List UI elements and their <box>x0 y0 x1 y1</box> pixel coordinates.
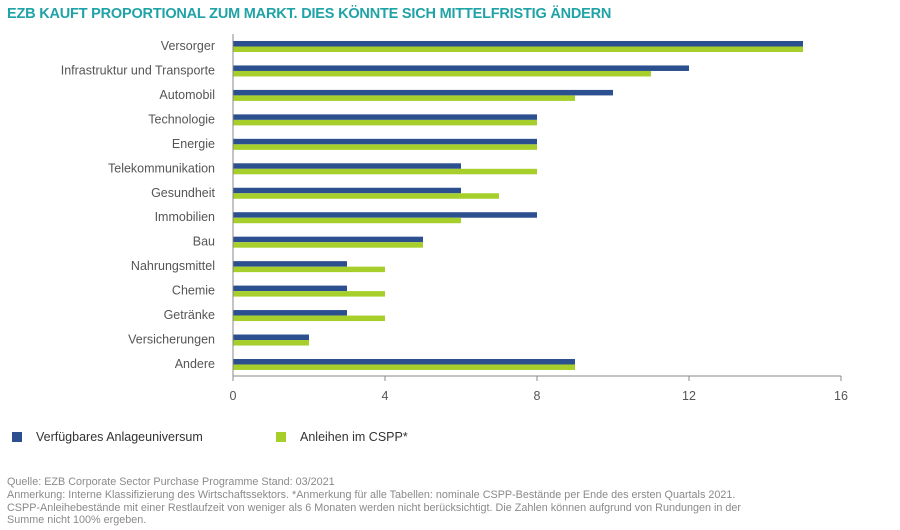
category-label: Nahrungsmittel <box>131 259 215 273</box>
bar-universe <box>233 212 537 218</box>
x-tick-label: 16 <box>834 389 848 403</box>
legend-swatch-green <box>276 432 286 442</box>
category-label: Gesundheit <box>151 186 215 200</box>
chart-title: EZB KAUFT PROPORTIONAL ZUM MARKT. DIES K… <box>7 6 612 22</box>
bar-universe <box>233 89 613 96</box>
legend-label: Anleihen im CSPP* <box>300 430 408 444</box>
bar-cspp <box>233 70 651 77</box>
bar-cspp <box>233 266 385 273</box>
category-label: Telekommunikation <box>108 161 215 175</box>
remark-note: Summe nicht 100% ergeben. <box>7 514 147 527</box>
bar-universe <box>233 358 575 365</box>
category-label: Getränke <box>164 308 215 322</box>
bar-cspp <box>233 364 575 370</box>
bar-cspp <box>233 144 537 150</box>
legend-swatch-blue <box>12 432 22 442</box>
bar-universe <box>233 163 461 169</box>
bar-universe <box>233 334 309 341</box>
category-label: Infrastruktur und Transporte <box>61 63 215 77</box>
legend-item-cspp: Anleihen im CSPP* <box>276 430 408 444</box>
x-tick-label: 4 <box>382 389 389 403</box>
bar-cspp <box>233 119 537 126</box>
bar-cspp <box>233 95 575 101</box>
bar-cspp <box>233 291 385 297</box>
x-tick-label: 12 <box>682 389 696 403</box>
bar-universe <box>233 261 347 267</box>
bar-universe <box>233 285 347 292</box>
bar-cspp <box>233 193 499 199</box>
bar-universe <box>233 310 347 316</box>
bar-cspp <box>233 242 423 248</box>
bar-universe <box>233 114 537 120</box>
legend-item-universe: Verfügbares Anlageuniversum <box>12 430 203 444</box>
bar-chart: Versorger Infrastruktur und Transporte Aut… <box>61 34 848 403</box>
bar-cspp <box>233 46 803 52</box>
bar-universe <box>233 138 537 145</box>
category-label: Energie <box>172 137 215 151</box>
remark-note: CSPP-Anleihebestände mit einer Restlaufz… <box>7 501 742 514</box>
bar-universe <box>233 65 689 71</box>
category-label: Immobilien <box>155 210 215 224</box>
bar-cspp <box>233 217 461 224</box>
category-label: Versorger <box>161 39 215 53</box>
category-label: Bau <box>193 235 215 249</box>
bar-universe <box>233 236 423 243</box>
category-label: Technologie <box>148 112 215 126</box>
x-tick-label: 0 <box>230 389 237 403</box>
bar-cspp <box>233 168 537 175</box>
bar-cspp <box>233 315 385 322</box>
bar-cspp <box>233 340 309 346</box>
x-tick-label: 8 <box>534 389 541 403</box>
category-label: Chemie <box>172 284 215 298</box>
remark-note: Anmerkung: Interne Klassifizierung des W… <box>7 488 736 501</box>
category-label: Andere <box>175 357 215 371</box>
bar-universe <box>233 187 461 194</box>
bar-universe <box>233 41 803 47</box>
legend-label: Verfügbares Anlageuniversum <box>36 430 203 444</box>
footer-notes: Quelle: EZB Corporate Sector Purchase Pr… <box>7 476 867 527</box>
category-label: Versicherungen <box>128 333 215 347</box>
source-note: Quelle: EZB Corporate Sector Purchase Pr… <box>7 476 335 488</box>
category-label: Automobil <box>159 88 215 102</box>
